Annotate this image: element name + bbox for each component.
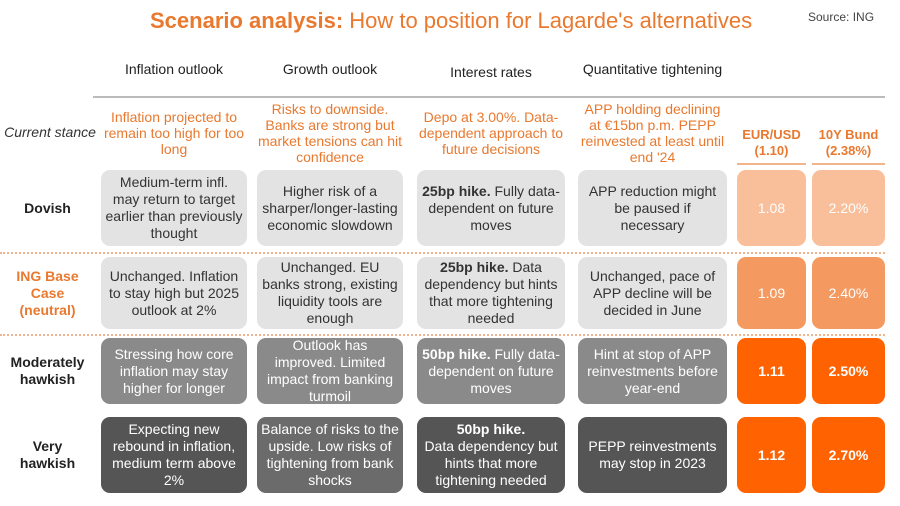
current-qt: APP holding declining at €15bn p.m. PEPP… [580, 100, 725, 165]
header-divider [93, 96, 885, 98]
rates-text: Fully data-dependent on future moves [428, 182, 560, 233]
title-rest: How to position for Lagarde's alternativ… [349, 8, 753, 33]
modhawk-eurusd: 1.11 [737, 338, 806, 404]
header-growth: Growth outlook [282, 60, 378, 77]
modhawk-rates: 50bp hike. Fully data-dependent on futur… [417, 338, 565, 404]
row-label-current: Current stance [4, 124, 96, 140]
current-rates: Depo at 3.00%. Data-dependent approach t… [418, 108, 563, 157]
vhawk-inflation: Expecting new rebound in inflation, medi… [101, 417, 247, 493]
modhawk-growth: Outlook has improved. Limited impact fro… [257, 337, 403, 404]
vhawk-qt: PEPP reinvestments may stop in 2023 [578, 417, 727, 493]
rates-bold: 50bp hike. [456, 421, 526, 437]
source-note: Source: ING [808, 10, 875, 24]
rates-bold: 25bp hike. [422, 182, 491, 199]
dotted-divider [0, 252, 885, 254]
dovish-qt: APP reduction might be paused if necessa… [578, 170, 727, 246]
row-label-base: ING Base Case (neutral) [16, 267, 79, 318]
row-label-moderately-hawkish: Moderately hawkish [10, 354, 85, 387]
rates-bold: 50bp hike. [422, 345, 491, 362]
rates-text: Data dependency but hints that more tigh… [424, 438, 558, 488]
dovish-growth: Higher risk of a sharper/longer-lasting … [257, 170, 403, 246]
base-rates: 25bp hike. Data dependency but hints tha… [417, 257, 565, 329]
base-qt: Unchanged, pace of APP decline will be d… [578, 257, 727, 329]
base-growth: Unchanged. EU banks strong, existing liq… [257, 257, 403, 329]
title-bold: Scenario analysis: [150, 8, 344, 33]
header-qt: Quantitative tightening [582, 60, 723, 77]
base-eurusd: 1.09 [737, 257, 806, 329]
rates-bold: 25bp hike. [440, 259, 509, 275]
page-title: Scenario analysis: How to position for La… [0, 4, 900, 38]
modhawk-qt: Hint at stop of APP reinvestments before… [578, 338, 727, 404]
base-bund: 2.40% [812, 257, 885, 329]
dovish-inflation: Medium-term infl. may return to target e… [101, 170, 247, 246]
header-bund: 10Y Bund (2.38%) [812, 100, 885, 165]
dovish-eurusd: 1.08 [737, 170, 806, 246]
row-label-very-hawkish: Very hawkish [19, 438, 76, 471]
current-growth: Risks to downside. Banks are strong but … [258, 100, 402, 165]
header-eurusd: EUR/USD (1.10) [737, 100, 806, 165]
dovish-rates: 25bp hike. Fully data-dependent on futur… [417, 170, 565, 246]
modhawk-inflation: Stressing how core inflation may stay hi… [101, 338, 247, 404]
vhawk-bund: 2.70% [812, 417, 885, 493]
rates-text: Data dependency but hints that more tigh… [424, 259, 558, 326]
current-inflation: Inflation projected to remain too high f… [103, 108, 245, 157]
rates-text: Fully data-dependent on future moves [428, 345, 560, 396]
dotted-divider [0, 334, 885, 336]
header-inflation: Inflation outlook [124, 60, 224, 77]
header-rates: Interest rates [450, 63, 532, 80]
vhawk-growth: Balance of risks to the upside. Low risk… [257, 417, 403, 493]
base-inflation: Unchanged. Inflation to stay high but 20… [101, 257, 247, 329]
vhawk-rates: 50bp hike. Data dependency but hints tha… [417, 417, 565, 493]
vhawk-eurusd: 1.12 [737, 417, 806, 493]
dovish-bund: 2.20% [812, 170, 885, 246]
modhawk-bund: 2.50% [812, 338, 885, 404]
row-label-dovish: Dovish [24, 199, 71, 216]
